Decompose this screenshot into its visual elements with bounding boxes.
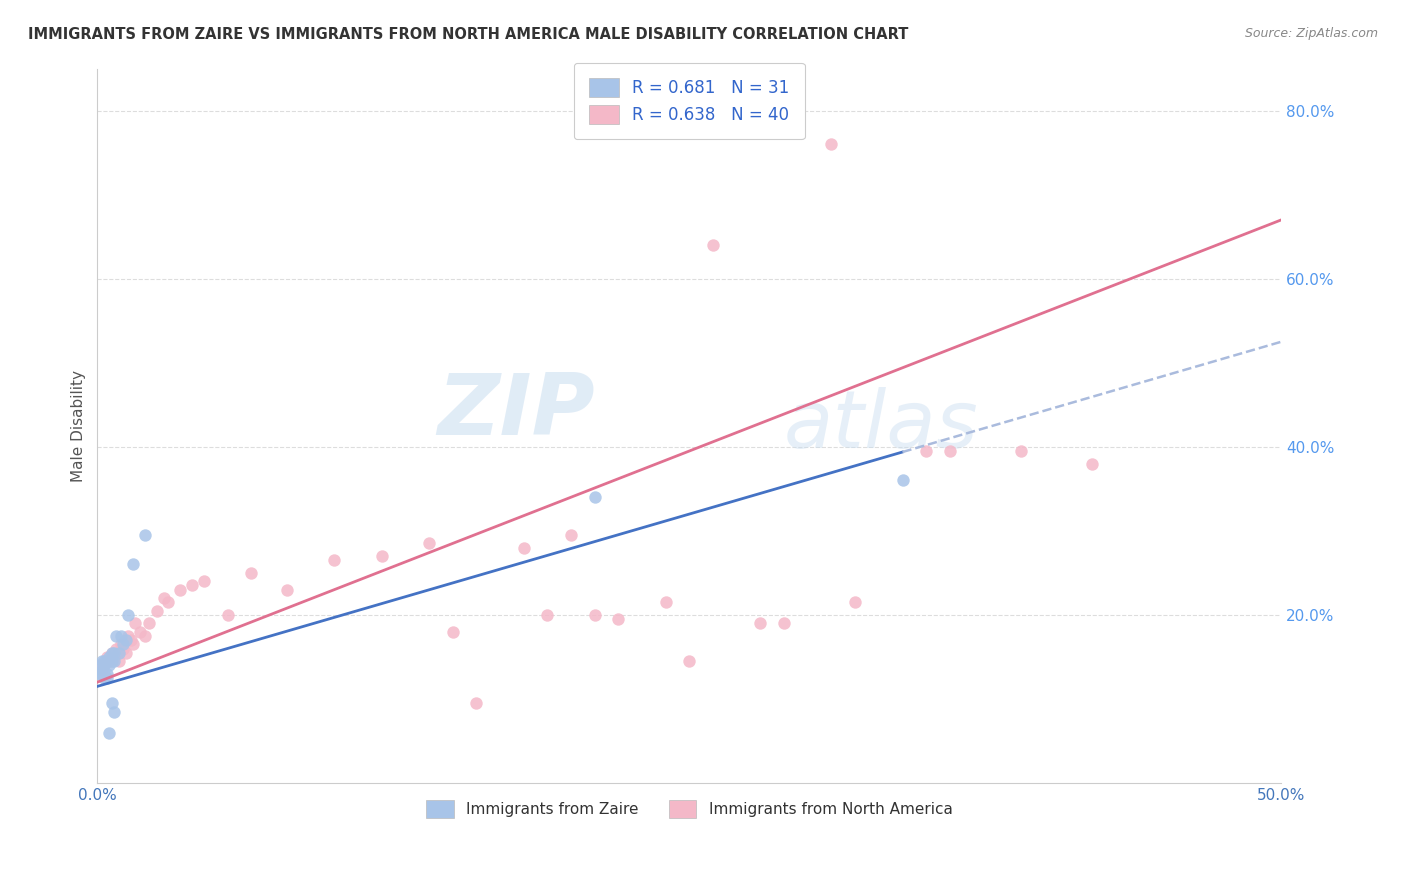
Point: [89, 658, 111, 673]
Point: [465, 696, 488, 710]
Point: [654, 595, 676, 609]
Point: [560, 528, 582, 542]
Point: [122, 637, 145, 651]
Point: [120, 633, 142, 648]
Point: [107, 654, 129, 668]
Point: [583, 607, 606, 622]
Point: [583, 490, 606, 504]
Point: [370, 549, 392, 563]
Point: [93, 658, 115, 673]
Point: [181, 578, 204, 592]
Text: atlas: atlas: [785, 387, 979, 465]
Point: [100, 646, 122, 660]
Point: [891, 474, 914, 488]
Point: [100, 654, 122, 668]
Point: [844, 595, 866, 609]
Y-axis label: Male Disability: Male Disability: [72, 370, 86, 482]
Point: [512, 541, 534, 555]
Point: [100, 646, 122, 660]
Point: [702, 238, 724, 252]
Point: [110, 637, 132, 651]
Point: [93, 658, 115, 673]
Point: [96, 666, 118, 681]
Point: [217, 607, 239, 622]
Point: [117, 629, 139, 643]
Point: [240, 566, 263, 580]
Point: [169, 582, 191, 597]
Text: IMMIGRANTS FROM ZAIRE VS IMMIGRANTS FROM NORTH AMERICA MALE DISABILITY CORRELATI: IMMIGRANTS FROM ZAIRE VS IMMIGRANTS FROM…: [28, 27, 908, 42]
Point: [122, 558, 145, 572]
Point: [98, 649, 121, 664]
Point: [96, 649, 118, 664]
Point: [678, 654, 700, 668]
Point: [107, 646, 129, 660]
Point: [145, 604, 167, 618]
Point: [117, 607, 139, 622]
Text: ZIP: ZIP: [437, 370, 595, 453]
Point: [1010, 444, 1032, 458]
Point: [98, 654, 121, 668]
Point: [91, 663, 114, 677]
Point: [103, 654, 125, 668]
Point: [441, 624, 464, 639]
Point: [100, 696, 122, 710]
Point: [773, 616, 796, 631]
Point: [93, 671, 115, 685]
Point: [103, 705, 125, 719]
Point: [607, 612, 630, 626]
Point: [114, 646, 136, 660]
Point: [1081, 457, 1104, 471]
Point: [96, 671, 118, 685]
Point: [820, 137, 842, 152]
Point: [418, 536, 440, 550]
Point: [129, 624, 152, 639]
Point: [89, 658, 111, 673]
Point: [91, 663, 114, 677]
Point: [103, 646, 125, 660]
Point: [114, 633, 136, 648]
Point: [124, 616, 146, 631]
Point: [105, 641, 128, 656]
Point: [749, 616, 772, 631]
Point: [105, 629, 128, 643]
Point: [112, 637, 135, 651]
Point: [134, 528, 156, 542]
Point: [276, 582, 298, 597]
Point: [915, 444, 938, 458]
Point: [91, 654, 114, 668]
Point: [93, 666, 115, 681]
Point: [134, 629, 156, 643]
Point: [103, 649, 125, 664]
Point: [939, 444, 962, 458]
Point: [536, 607, 558, 622]
Point: [98, 725, 121, 739]
Legend: Immigrants from Zaire, Immigrants from North America: Immigrants from Zaire, Immigrants from N…: [419, 792, 960, 825]
Point: [93, 654, 115, 668]
Point: [157, 595, 180, 609]
Point: [323, 553, 346, 567]
Text: Source: ZipAtlas.com: Source: ZipAtlas.com: [1244, 27, 1378, 40]
Point: [110, 629, 132, 643]
Point: [91, 666, 114, 681]
Point: [89, 666, 111, 681]
Point: [193, 574, 215, 589]
Point: [152, 591, 174, 606]
Point: [138, 616, 160, 631]
Point: [98, 658, 121, 673]
Point: [96, 654, 118, 668]
Point: [112, 641, 135, 656]
